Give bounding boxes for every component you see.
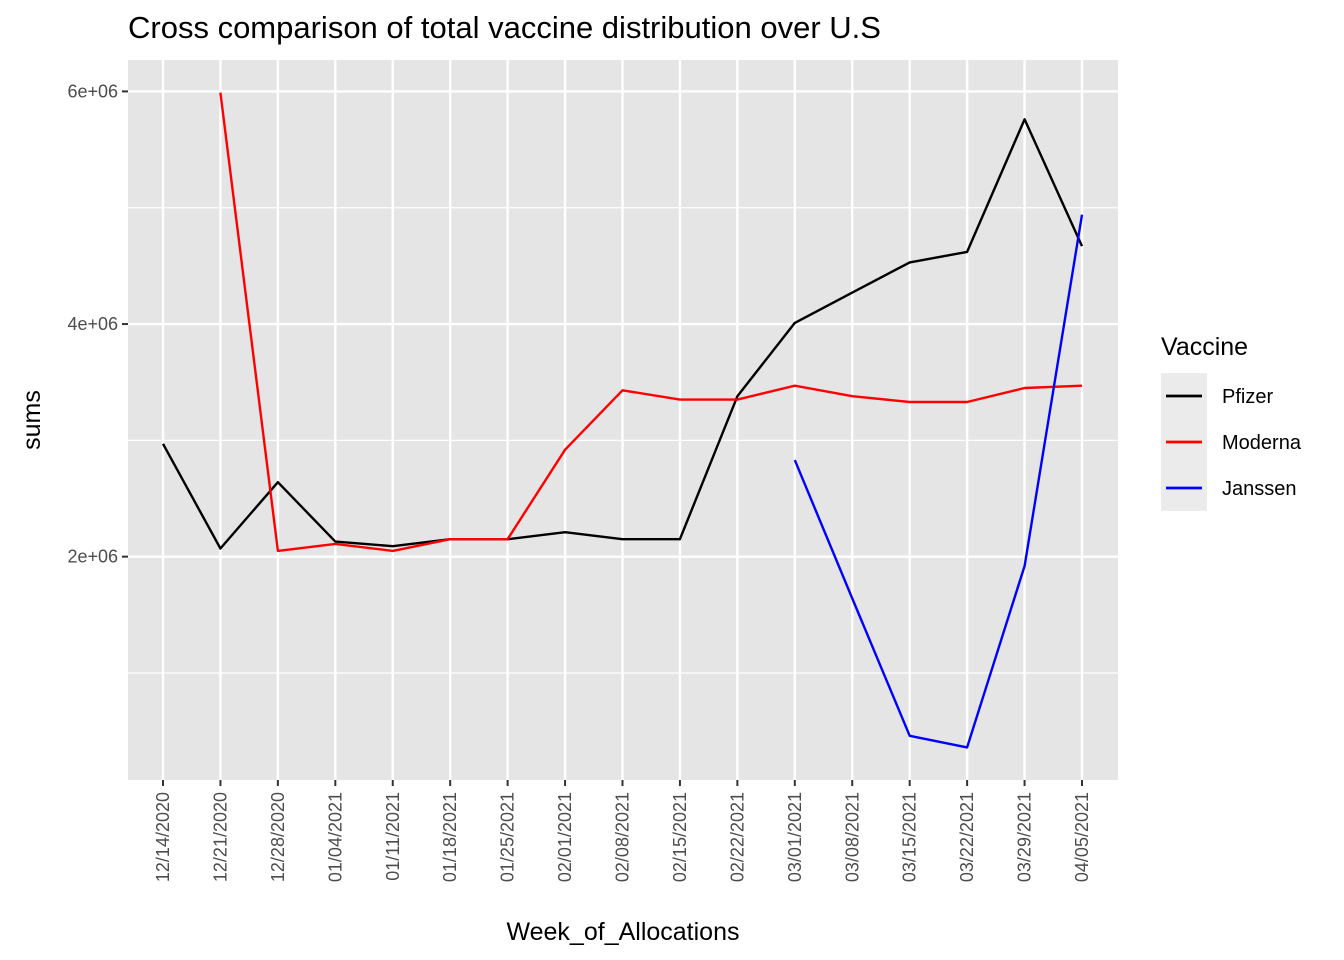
x-tick-label-13: 03/15/2021	[900, 792, 920, 882]
y-axis-title: sums	[18, 390, 46, 450]
x-tick-label-10: 02/22/2021	[727, 792, 747, 882]
chart-title: Cross comparison of total vaccine distri…	[128, 10, 881, 45]
x-tick-label-7: 02/01/2021	[555, 792, 575, 882]
legend-label-moderna: Moderna	[1222, 432, 1302, 454]
legend-label-pfizer: Pfizer	[1222, 386, 1273, 408]
x-tick-label-14: 03/22/2021	[957, 792, 977, 882]
x-tick-label-2: 12/28/2020	[268, 792, 288, 882]
legend-title: Vaccine	[1161, 333, 1248, 361]
x-axis: 12/14/2020 12/21/2020 12/28/2020 01/04/2021…	[153, 780, 1092, 882]
x-tick-label-9: 02/15/2021	[670, 792, 690, 882]
x-tick-label-12: 03/08/2021	[842, 792, 862, 882]
major-gridlines	[128, 60, 1118, 780]
legend-label-janssen: Janssen	[1222, 478, 1297, 500]
y-tick-label-0: 2e+06	[67, 547, 118, 567]
y-axis: 2e+06 4e+06 6e+06	[67, 81, 128, 567]
series-line-moderna	[219, 92, 1083, 553]
series-line-pfizer	[161, 118, 1084, 550]
x-axis-title: Week_of_Allocations	[506, 918, 739, 946]
x-tick-label-15: 03/29/2021	[1015, 792, 1035, 882]
x-tick-label-0: 12/14/2020	[153, 792, 173, 882]
y-tick-label-2: 6e+06	[67, 81, 118, 101]
x-tick-label-11: 03/01/2021	[785, 792, 805, 882]
x-tick-label-8: 02/08/2021	[613, 792, 633, 882]
series-lines	[161, 92, 1084, 749]
x-tick-label-1: 12/21/2020	[210, 792, 230, 882]
x-tick-label-5: 01/18/2021	[440, 792, 460, 882]
x-tick-label-4: 01/11/2021	[383, 792, 403, 881]
series-line-janssen	[793, 214, 1084, 749]
x-tick-label-6: 01/25/2021	[498, 792, 518, 882]
x-tick-label-16: 04/05/2021	[1072, 792, 1092, 882]
x-tick-label-3: 01/04/2021	[325, 792, 345, 882]
y-tick-label-1: 4e+06	[67, 314, 118, 334]
legend: Vaccine Pfizer Moderna Janssen	[1161, 333, 1302, 511]
legend-items: Pfizer Moderna Janssen	[1166, 386, 1302, 500]
